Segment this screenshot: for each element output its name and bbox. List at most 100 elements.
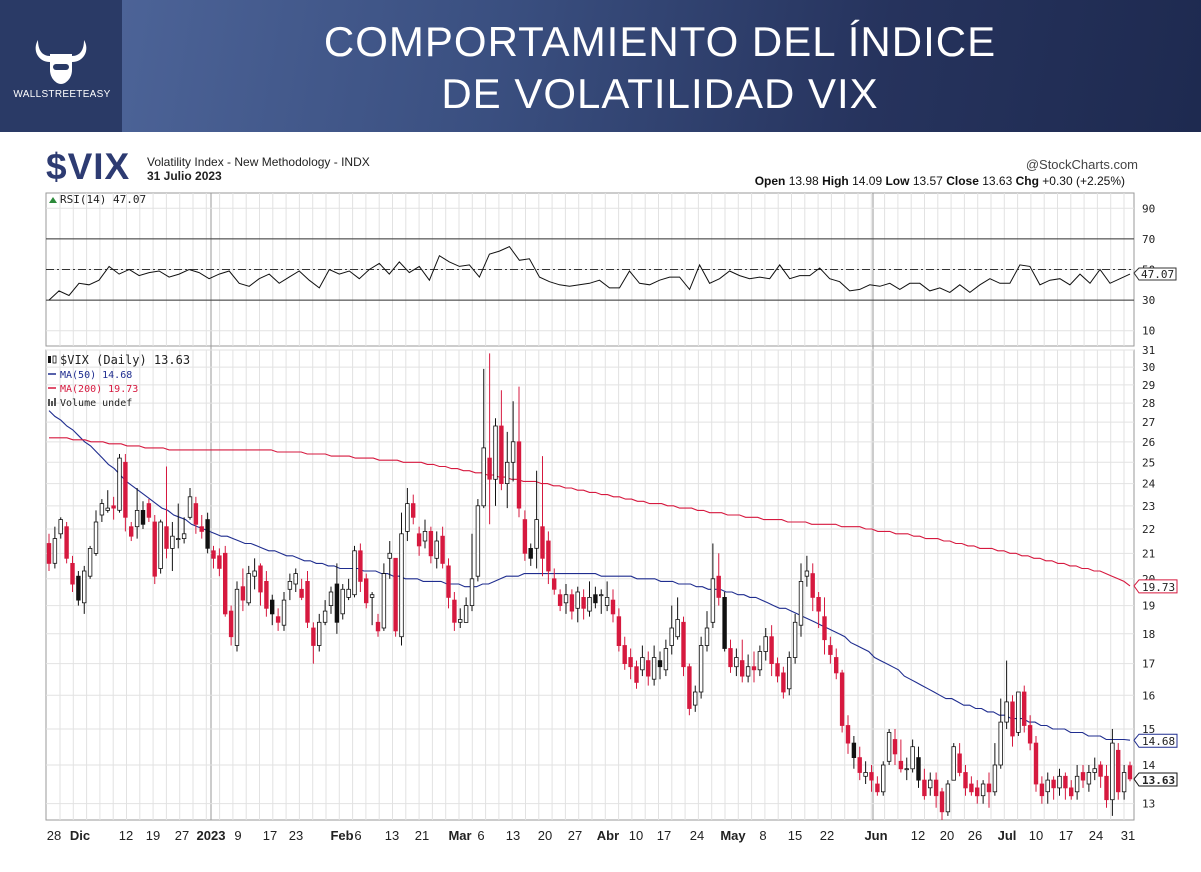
rsi-legend-icon xyxy=(49,197,57,203)
x-tick-label: 20 xyxy=(940,828,954,843)
candle-body xyxy=(258,565,263,593)
candle-body xyxy=(722,597,727,649)
x-tick-label: 12 xyxy=(911,828,925,843)
candle-body xyxy=(563,594,569,604)
candle-body xyxy=(728,648,733,668)
candle-body xyxy=(875,783,880,793)
candle-body xyxy=(810,573,815,598)
candle-body xyxy=(787,657,792,690)
x-tick-label: 10 xyxy=(1029,828,1043,843)
price-tick-label: 30 xyxy=(1142,361,1155,374)
candle-body xyxy=(892,739,898,755)
candle-body xyxy=(851,742,857,758)
candle-body xyxy=(52,538,58,564)
candle-body xyxy=(516,441,522,509)
candle-body xyxy=(716,575,721,598)
price-tick-label: 17 xyxy=(1142,658,1155,671)
rsi-value-tag-label: 47.07 xyxy=(1141,268,1174,281)
candle-body xyxy=(1098,764,1103,777)
candle-body xyxy=(1127,765,1133,780)
ma50-value-tag-label: 14.68 xyxy=(1142,735,1175,748)
x-tick-label: 6 xyxy=(354,828,361,843)
candle-body xyxy=(487,457,492,480)
candle-body xyxy=(798,581,804,626)
candle-body xyxy=(928,779,933,789)
candle-body xyxy=(904,768,909,771)
candle-body xyxy=(640,657,645,671)
volume-legend-icon xyxy=(51,401,53,406)
candle-body xyxy=(463,605,469,623)
candle-body xyxy=(557,594,563,607)
candle-body xyxy=(76,575,81,601)
candle-body xyxy=(951,746,956,781)
ma50-value-tag xyxy=(1133,733,1178,748)
rsi-tick-label: 90 xyxy=(1142,202,1155,215)
ohlc-readout: Open 13.98 High 14.09 Low 13.57 Close 13… xyxy=(755,174,1125,188)
candle-body xyxy=(593,594,598,604)
candle-body xyxy=(246,573,251,604)
x-tick-label: 24 xyxy=(690,828,704,843)
candle-body xyxy=(1121,772,1127,793)
candle-body xyxy=(792,621,798,658)
candle-body xyxy=(740,660,745,677)
candle-body xyxy=(745,666,751,677)
candle-body xyxy=(369,594,375,598)
banner-title-panel xyxy=(122,0,1201,132)
candle-body xyxy=(775,663,780,677)
chg-label: Chg xyxy=(1015,174,1039,188)
open-label: Open xyxy=(754,174,786,188)
candle-body xyxy=(205,519,210,549)
page-title: COMPORTAMIENTO DEL ÍNDICE DE VOLATILIDAD… xyxy=(240,16,1080,120)
candle-body xyxy=(957,753,962,773)
candle-body xyxy=(963,772,968,789)
title-line-2: DE VOLATILIDAD VIX xyxy=(441,70,879,117)
candle-body xyxy=(587,597,592,612)
candle-body xyxy=(134,509,140,528)
candle-body xyxy=(281,599,287,626)
candle-body xyxy=(128,526,134,537)
x-tick-label: 27 xyxy=(175,828,189,843)
x-tick-label: Feb xyxy=(330,828,353,843)
candle-body xyxy=(710,578,716,623)
price-tick-label: 18 xyxy=(1142,628,1155,641)
candle-body xyxy=(939,791,945,813)
candle-body xyxy=(1092,768,1097,773)
candle-body xyxy=(64,526,69,559)
x-tick-label: 8 xyxy=(759,828,766,843)
candle-body xyxy=(340,588,345,615)
candle-body xyxy=(622,645,627,665)
price-tick-label: 16 xyxy=(1142,689,1155,702)
candle-body xyxy=(481,447,486,507)
candle-body xyxy=(1051,779,1056,789)
rsi-tick-label: 10 xyxy=(1142,325,1155,338)
price-tick-label: 25 xyxy=(1142,456,1155,469)
price-legend-icon xyxy=(48,356,51,363)
candle-body xyxy=(199,526,204,532)
x-tick-label: Jun xyxy=(864,828,887,843)
candle-body xyxy=(234,588,240,646)
ma50-legend-label: MA(50) 14.68 xyxy=(60,370,132,381)
candle-body xyxy=(293,573,298,585)
candle-body xyxy=(146,503,152,518)
price-tick-label: 19 xyxy=(1142,600,1155,613)
candle-body xyxy=(734,657,739,668)
ticker-symbol: $VIX xyxy=(46,146,131,187)
volume-legend-icon xyxy=(54,398,56,406)
x-tick-label: 28 xyxy=(47,828,61,843)
x-tick-label: 6 xyxy=(477,828,484,843)
x-tick-label: 27 xyxy=(568,828,582,843)
bull-logo-icon xyxy=(35,40,87,84)
candle-body xyxy=(123,461,128,518)
candle-body xyxy=(358,550,363,582)
high-value: 14.09 xyxy=(852,174,883,188)
candle-body xyxy=(434,540,439,559)
candle-body xyxy=(469,578,475,606)
candle-body xyxy=(834,657,839,674)
ma200-value-tag-label: 19.73 xyxy=(1142,581,1175,594)
candle-body xyxy=(1039,783,1045,797)
price-tick-label: 22 xyxy=(1142,523,1155,536)
candle-body xyxy=(599,594,604,597)
x-tick-label: 13 xyxy=(506,828,520,843)
candle-body xyxy=(757,651,763,671)
candle-body xyxy=(975,787,980,797)
